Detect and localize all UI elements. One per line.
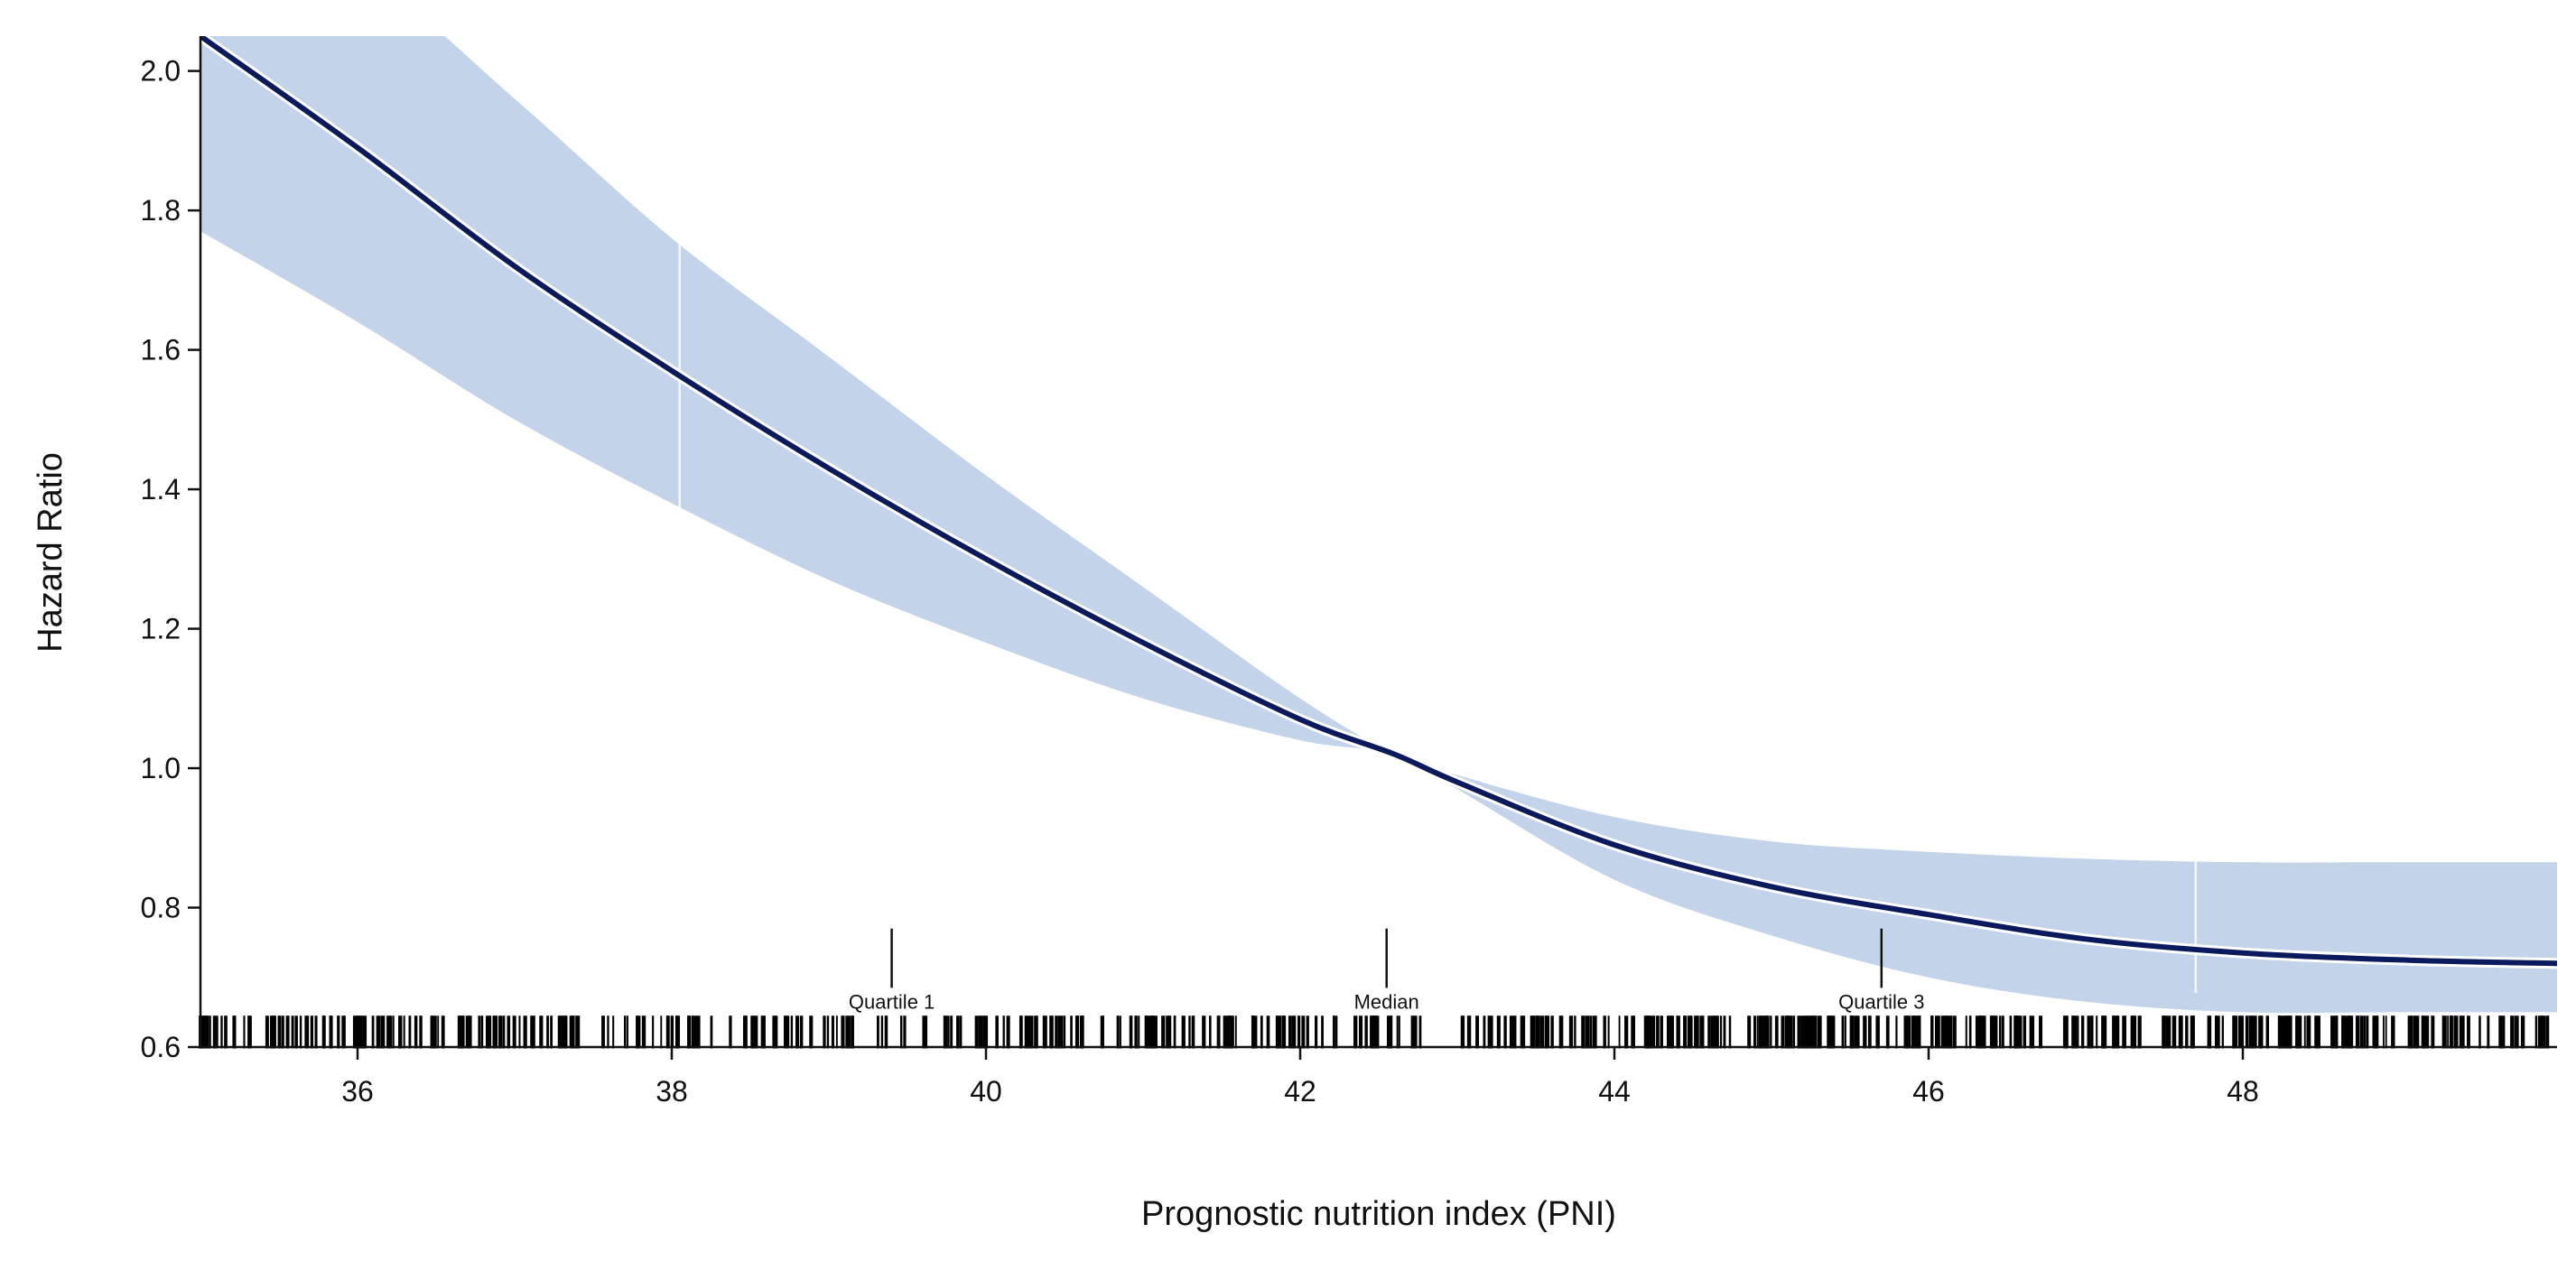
y-tick-label: 1.2 <box>141 613 181 645</box>
confidence-band-layer <box>200 36 2557 1014</box>
axes: 0.6 0.8 1.0 1.2 1.4 1.6 1.8 2.0 36 38 40 42 44 46 48 <box>141 36 2557 1108</box>
y-axis-title: Hazard Ratio <box>32 452 70 653</box>
x-axis-title: Prognostic nutrition index (PNI) <box>1141 1195 1616 1233</box>
rug-layer <box>199 1015 2550 1049</box>
x-tick-label: 42 <box>1284 1075 1316 1108</box>
x-tick-label: 40 <box>970 1075 1002 1108</box>
y-tick-label: 0.8 <box>141 892 181 924</box>
quartile-label: Quartile 1 <box>849 991 935 1014</box>
x-tick-label: 44 <box>1598 1075 1631 1108</box>
hazard-line-layer <box>200 36 2557 969</box>
quartile-marker-1: Quartile 1 <box>849 928 935 1014</box>
x-tick-label: 38 <box>656 1075 688 1108</box>
x-tick-label: 46 <box>1912 1075 1945 1108</box>
hazard-line <box>200 36 2557 967</box>
quartile-label: Median <box>1354 991 1419 1014</box>
y-tick-label: 1.0 <box>141 752 181 784</box>
quartile-label: Quartile 3 <box>1838 991 1924 1014</box>
x-tick-label: 36 <box>341 1075 374 1108</box>
y-tick-label: 1.6 <box>141 334 181 366</box>
quartile-marker-2: Median <box>1354 928 1419 1014</box>
reference-line-layer <box>678 36 2198 993</box>
y-tick-label: 1.8 <box>141 194 181 227</box>
confidence-band <box>200 36 2557 1014</box>
quartile-marker-layer: Quartile 1 Median Quartile 3 <box>849 928 1924 1014</box>
y-tick-label: 0.6 <box>141 1031 181 1063</box>
x-tick-label: 48 <box>2227 1075 2259 1108</box>
quartile-marker-3: Quartile 3 <box>1838 928 1924 1014</box>
y-tick-label: 2.0 <box>141 55 181 88</box>
y-tick-label: 1.4 <box>141 473 181 505</box>
